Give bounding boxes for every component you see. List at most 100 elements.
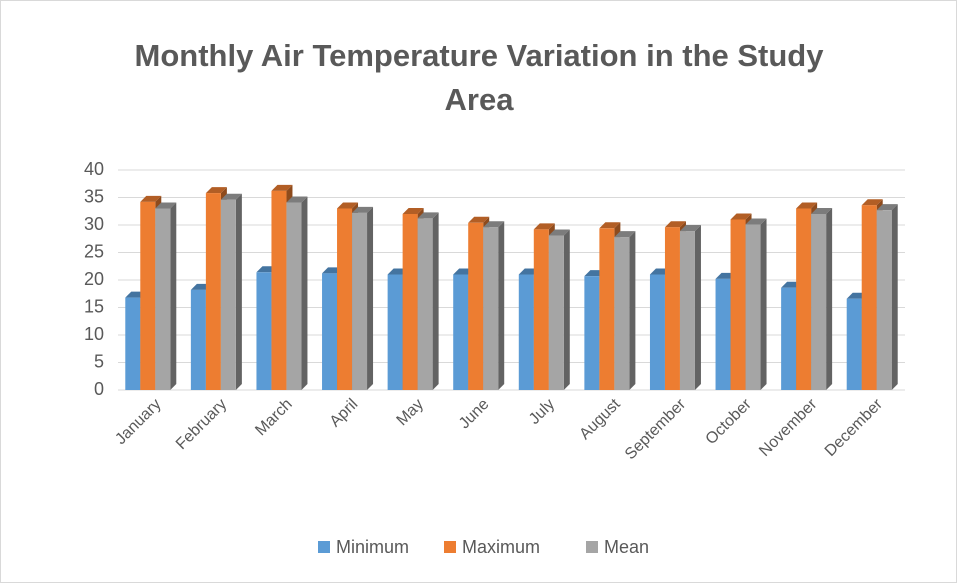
bar-top (402, 208, 424, 214)
bar-front (387, 274, 403, 390)
bar-top (271, 184, 293, 191)
bar-front (614, 237, 630, 390)
x-tick-label: November (756, 395, 821, 460)
bar-front (483, 227, 499, 390)
bar-front (649, 274, 665, 390)
bar-side (170, 202, 177, 390)
bar-side (563, 229, 570, 390)
bar-front (518, 274, 534, 390)
x-tick-label: March (252, 396, 295, 439)
bar (679, 225, 701, 390)
bar-front (322, 273, 338, 390)
bar (548, 229, 570, 390)
bar-side (694, 225, 701, 390)
bar-front (599, 228, 615, 390)
bar (352, 206, 374, 390)
bar-top (483, 221, 505, 228)
bar-front (286, 202, 302, 390)
legend-label: Mean (604, 537, 649, 557)
bar (286, 196, 308, 390)
y-tick-label: 25 (84, 241, 104, 261)
y-tick-label: 20 (84, 269, 104, 289)
x-tick-label: February (173, 396, 230, 453)
y-tick-label: 35 (84, 186, 104, 206)
bar-side (301, 196, 308, 390)
y-tick-label: 10 (84, 324, 104, 344)
bar-side (235, 193, 242, 390)
bar-side (629, 231, 636, 390)
bar (483, 221, 505, 390)
y-tick-label: 15 (84, 296, 104, 316)
bar-front (337, 208, 353, 390)
bar-side (498, 221, 505, 390)
legend-swatch (586, 541, 598, 553)
legend-swatch (444, 541, 456, 553)
bar-front (190, 289, 206, 390)
bar-side (760, 218, 767, 390)
bar-front (533, 229, 549, 390)
bar-top (533, 223, 555, 230)
bar-top (155, 202, 177, 209)
bar-front (664, 227, 680, 390)
bar-top (599, 222, 621, 229)
bar-front (205, 193, 221, 390)
bar-front (745, 224, 761, 390)
bar-front (256, 272, 272, 390)
bar-top (548, 229, 570, 236)
bar (417, 212, 439, 390)
x-tick-label: December (822, 395, 887, 460)
bar-top (417, 212, 439, 219)
y-tick-label: 5 (94, 351, 104, 371)
bar (876, 204, 898, 390)
legend-swatch (318, 541, 330, 553)
x-tick-label: October (703, 395, 756, 448)
bar-front (352, 212, 368, 390)
bar-front (271, 190, 287, 390)
bar-top (614, 231, 636, 238)
bar-top (876, 204, 898, 211)
bar-front (861, 205, 877, 390)
bar-top (861, 199, 883, 206)
bar-front (715, 278, 731, 390)
y-tick-label: 40 (84, 159, 104, 179)
bar-top (140, 195, 162, 202)
bar-front (417, 218, 433, 390)
bar-side (826, 208, 833, 390)
bar-front (811, 214, 827, 390)
bar-top (205, 187, 227, 194)
bar-top (796, 202, 818, 209)
bar-top (220, 193, 242, 200)
bar-front (453, 274, 469, 390)
bar-front (468, 222, 484, 390)
bar-top (286, 196, 308, 203)
bar (745, 218, 767, 390)
bar-top (679, 225, 701, 232)
bar-front (679, 231, 695, 390)
bar-top (730, 213, 752, 220)
bar-top (352, 206, 374, 213)
bar-top (745, 218, 767, 225)
y-tick-label: 0 (94, 379, 104, 399)
bar-top (468, 216, 490, 223)
bar (614, 231, 636, 390)
bar-side (891, 204, 898, 390)
x-tick-label: June (456, 396, 493, 433)
chart-title: Monthly Air Temperature Variation in the… (134, 38, 824, 117)
bar (155, 202, 177, 390)
bar-side (367, 206, 374, 390)
x-tick-label: May (394, 396, 427, 429)
legend-label: Maximum (462, 537, 540, 557)
bar-front (730, 219, 746, 390)
bar-front (125, 297, 141, 390)
bar (811, 208, 833, 390)
bar-front (781, 287, 797, 390)
bar-front (876, 210, 892, 390)
legend-label: Minimum (336, 537, 409, 557)
bar-top (664, 221, 686, 228)
x-tick-label: September (622, 395, 690, 463)
bar-front (846, 298, 862, 390)
x-tick-label: August (576, 395, 624, 443)
